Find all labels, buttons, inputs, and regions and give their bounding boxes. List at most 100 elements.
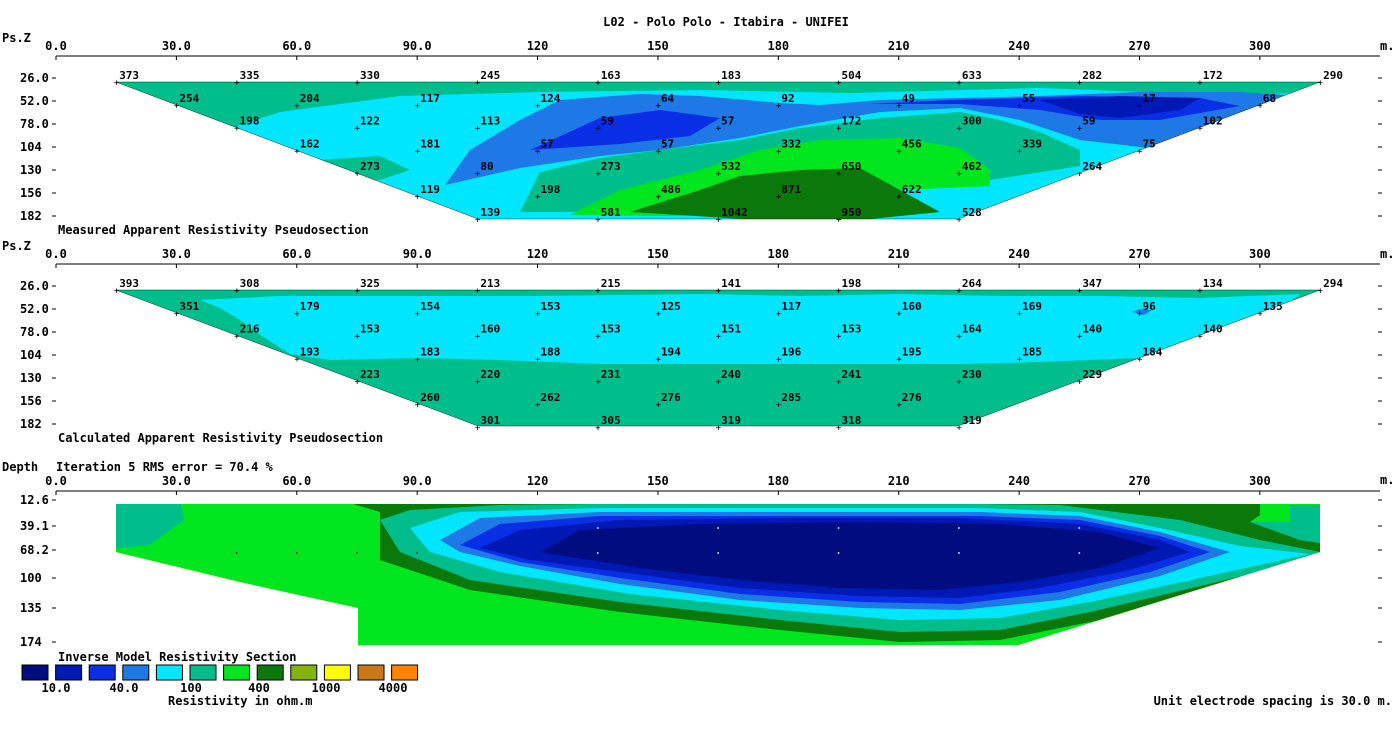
data-value-label: 75 bbox=[1143, 137, 1156, 150]
data-value-label: 223 bbox=[360, 368, 380, 381]
data-value-label: 179 bbox=[300, 300, 320, 313]
data-value-label: 351 bbox=[179, 300, 199, 313]
x-tick-label: 120 bbox=[527, 39, 549, 53]
data-value-label: 198 bbox=[240, 115, 260, 128]
data-point-marker: + bbox=[595, 79, 601, 89]
data-point-marker: + bbox=[896, 147, 902, 157]
data-value-label: 164 bbox=[962, 323, 982, 336]
data-value-label: 220 bbox=[480, 368, 500, 381]
data-value-label: 204 bbox=[300, 92, 320, 105]
data-value-label: 532 bbox=[721, 160, 741, 173]
data-value-label: 254 bbox=[179, 92, 199, 105]
data-point-marker: + bbox=[475, 332, 481, 342]
footer-note: Unit electrode spacing is 30.0 m. bbox=[1154, 694, 1392, 708]
data-value-label: 183 bbox=[420, 345, 440, 358]
measured-panel: Ps.Z m. 0.0 30.0 60.0 90.0 120 150 180 210 240 27… bbox=[2, 31, 1394, 237]
data-point-marker: + bbox=[716, 378, 722, 388]
data-point-marker: + bbox=[716, 79, 722, 89]
data-point-marker: + bbox=[776, 355, 782, 365]
data-value-label: 528 bbox=[962, 206, 982, 219]
data-point-marker: + bbox=[114, 79, 120, 89]
measured-title: Measured Apparent Resistivity Pseudosect… bbox=[58, 223, 369, 237]
inverse-contours bbox=[116, 504, 1320, 645]
x-tick-label: 90.0 bbox=[403, 39, 432, 53]
data-point-marker: + bbox=[1077, 287, 1083, 297]
data-value-label: 231 bbox=[601, 368, 621, 381]
data-point-marker: + bbox=[354, 287, 360, 297]
data-value-label: 264 bbox=[962, 277, 982, 290]
model-node bbox=[596, 527, 599, 529]
data-point-marker: + bbox=[1137, 355, 1143, 365]
data-point-marker: + bbox=[716, 287, 722, 297]
data-point-marker: + bbox=[535, 309, 541, 319]
data-value-label: 193 bbox=[300, 345, 320, 358]
data-value-label: 300 bbox=[962, 115, 982, 128]
colorbar-swatch bbox=[256, 664, 284, 681]
x-tick-label: 270 bbox=[1129, 247, 1151, 261]
measured-y-ticks: 26.0 52.0 78.0 104 130 156 182 bbox=[20, 71, 1382, 223]
y-tick-label: 104 bbox=[20, 140, 42, 154]
data-point-marker: + bbox=[535, 147, 541, 157]
data-point-marker: + bbox=[354, 332, 360, 342]
data-point-marker: + bbox=[1077, 124, 1083, 134]
data-value-label: 140 bbox=[1203, 323, 1223, 336]
y-tick-label: 12.6 bbox=[20, 493, 49, 507]
data-value-label: 163 bbox=[601, 69, 621, 82]
calculated-panel: Ps.Z m. 0.0 30.0 60.0 90.0 120 150 180 210 240 27… bbox=[2, 239, 1394, 445]
data-point-marker: + bbox=[475, 170, 481, 180]
data-point-marker: + bbox=[294, 309, 300, 319]
inverse-panel: Depth Iteration 5 RMS error = 70.4 % m. … bbox=[2, 460, 1394, 708]
x-tick-label: 300 bbox=[1249, 39, 1271, 53]
data-point-marker: + bbox=[595, 287, 601, 297]
data-value-label: 373 bbox=[119, 69, 139, 82]
data-point-marker: + bbox=[174, 309, 180, 319]
inverse-y-ticks: 12.6 39.1 68.2 100 135 174 bbox=[20, 493, 1382, 649]
data-value-label: 169 bbox=[1022, 300, 1042, 313]
calculated-title: Calculated Apparent Resistivity Pseudose… bbox=[58, 431, 383, 445]
data-value-label: 68 bbox=[1263, 92, 1276, 105]
x-tick-label: 210 bbox=[888, 39, 910, 53]
data-value-label: 160 bbox=[902, 300, 922, 313]
inverse-model-nodes bbox=[235, 527, 1081, 554]
model-node bbox=[1078, 527, 1081, 529]
data-point-marker: + bbox=[1197, 332, 1203, 342]
colorbar-swatch bbox=[223, 664, 251, 681]
data-value-label: 196 bbox=[781, 345, 801, 358]
data-point-marker: + bbox=[475, 378, 481, 388]
data-point-marker: + bbox=[776, 401, 782, 411]
data-value-label: 55 bbox=[1022, 92, 1035, 105]
y-tick-label: 174 bbox=[20, 635, 42, 649]
x-tick-label: 270 bbox=[1129, 474, 1151, 488]
data-value-label: 230 bbox=[962, 368, 982, 381]
data-point-marker: + bbox=[956, 215, 962, 225]
data-value-label: 276 bbox=[661, 391, 681, 404]
inverse-band-navy bbox=[540, 522, 1160, 590]
colorbar-swatch bbox=[55, 664, 83, 681]
data-value-label: 319 bbox=[721, 414, 741, 427]
data-value-label: 57 bbox=[661, 137, 674, 150]
data-point-marker: + bbox=[655, 355, 661, 365]
data-point-marker: + bbox=[415, 401, 421, 411]
data-value-label: 113 bbox=[480, 115, 500, 128]
model-node bbox=[356, 552, 358, 554]
data-point-marker: + bbox=[475, 215, 481, 225]
data-value-label: 393 bbox=[119, 277, 139, 290]
data-point-marker: + bbox=[776, 147, 782, 157]
model-node bbox=[958, 552, 960, 554]
data-point-marker: + bbox=[475, 79, 481, 89]
inverse-subtitle: Iteration 5 RMS error = 70.4 % bbox=[56, 460, 274, 474]
model-node bbox=[235, 552, 238, 554]
data-point-marker: + bbox=[535, 355, 541, 365]
data-point-marker: + bbox=[354, 79, 360, 89]
data-value-label: 633 bbox=[962, 69, 982, 82]
measured-xunit: m. bbox=[1380, 39, 1394, 53]
data-value-label: 153 bbox=[541, 300, 561, 313]
y-tick-label: 156 bbox=[20, 394, 42, 408]
colorbar-label: 40.0 bbox=[110, 681, 139, 695]
data-value-label: 117 bbox=[420, 92, 440, 105]
data-value-label: 154 bbox=[420, 300, 440, 313]
data-value-label: 184 bbox=[1143, 345, 1163, 358]
data-value-label: 134 bbox=[1203, 277, 1223, 290]
x-tick-label: 300 bbox=[1249, 474, 1271, 488]
x-tick-label: 30.0 bbox=[162, 39, 191, 53]
